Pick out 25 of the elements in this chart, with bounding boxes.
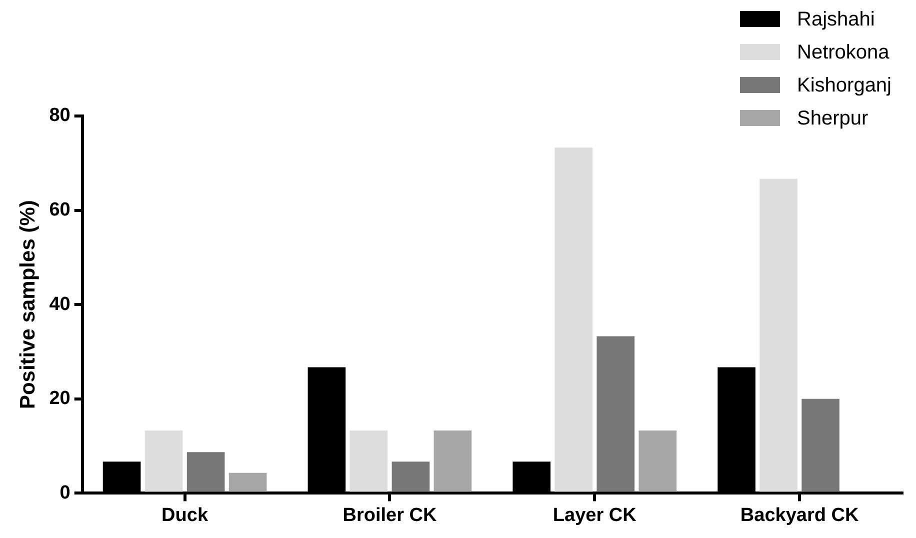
bar [596,336,635,492]
bar [144,430,183,492]
bar [186,452,225,492]
legend-label: Netrokona [797,42,890,64]
x-tick-label: Duck [162,504,208,526]
bar [228,472,267,492]
y-axis-title: Positive samples (%) [16,200,40,410]
legend-label: Kishorganj [797,74,892,97]
x-tick-label: Broiler CK [342,504,437,526]
bar [554,148,593,492]
legend-label: Sherpur [797,108,868,130]
bar [638,430,677,492]
x-tick-label: Layer CK [552,504,637,526]
y-tick-label: 80 [49,105,70,126]
bar [434,430,472,492]
x-tick-label: Backyard CK [740,504,859,526]
bar [802,398,840,492]
y-tick-label: 0 [60,482,70,504]
y-tick-label: 60 [49,200,70,221]
bar [350,430,388,492]
bar [760,178,798,492]
bar [392,462,430,492]
legend-label: Rajshahi [797,8,875,31]
y-tick-label: 20 [49,388,70,410]
y-tick-label: 40 [49,294,70,315]
